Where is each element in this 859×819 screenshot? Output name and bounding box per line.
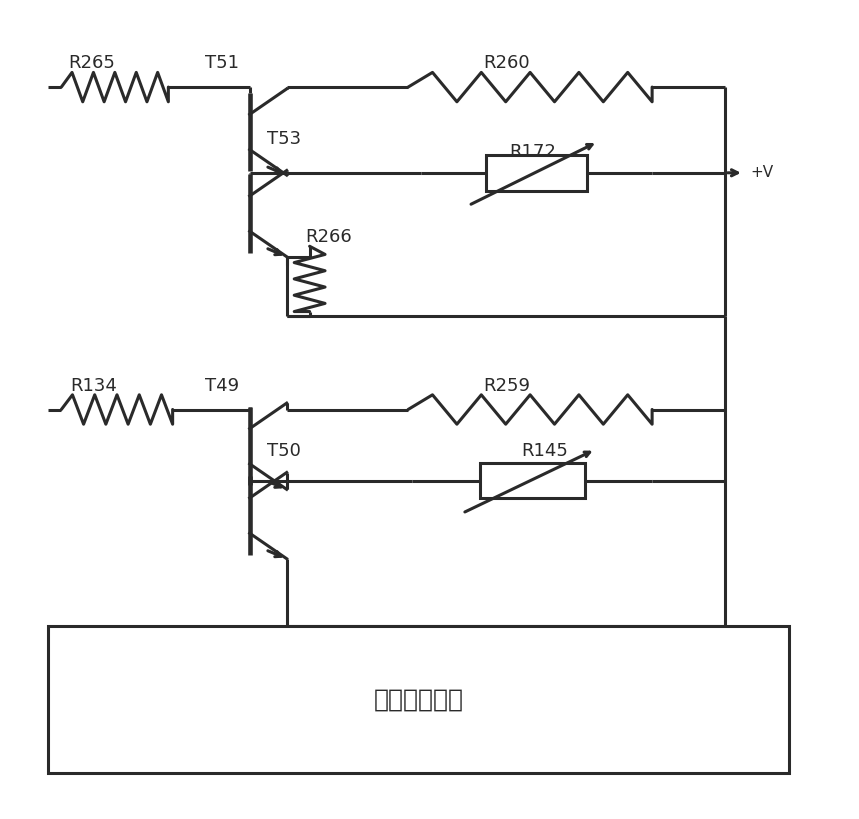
Bar — [48, 626, 789, 772]
Bar — [479, 463, 585, 499]
Text: 基准稳压电路: 基准稳压电路 — [374, 687, 464, 711]
Text: T51: T51 — [205, 54, 240, 72]
Bar — [485, 155, 588, 191]
Text: R259: R259 — [483, 377, 530, 395]
Text: R266: R266 — [305, 229, 352, 247]
Text: R260: R260 — [484, 54, 530, 72]
Text: +V: +V — [751, 165, 774, 180]
Text: T49: T49 — [205, 377, 240, 395]
Text: T53: T53 — [267, 130, 301, 148]
Text: R172: R172 — [509, 143, 556, 161]
Text: R134: R134 — [70, 377, 118, 395]
Text: R145: R145 — [521, 442, 569, 460]
Text: R265: R265 — [68, 54, 115, 72]
Text: T50: T50 — [267, 442, 301, 460]
